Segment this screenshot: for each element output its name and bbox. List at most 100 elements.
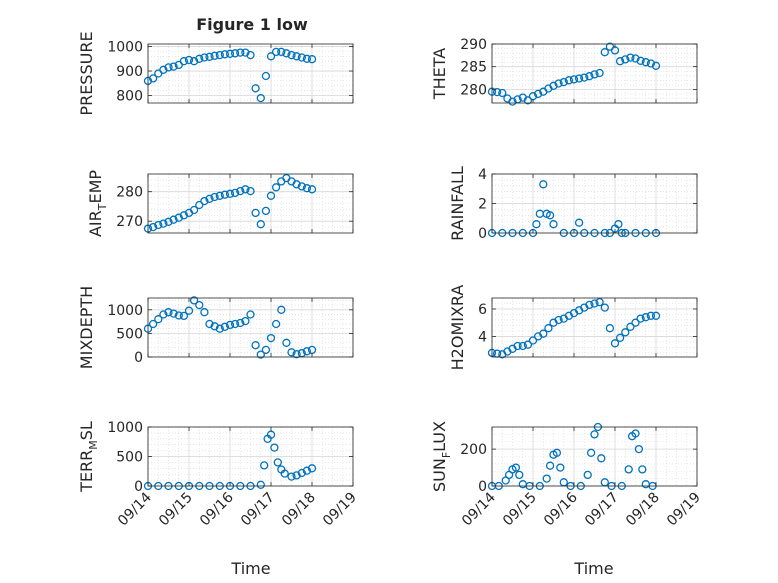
data-point [624,465,633,474]
y-axis-label: TERRMSL [77,421,100,493]
data-point [574,218,584,227]
data-point [174,213,183,222]
data-point [271,319,281,329]
data-point [590,430,599,439]
data-point [498,88,507,98]
x-axis-label-right: Time [573,559,613,578]
data-point [261,345,271,355]
data-point [225,320,235,330]
y-axis-label: SUNFLUX [430,421,453,492]
data-point [256,350,265,359]
data-point [225,189,235,198]
data-point [266,333,276,343]
data-point [605,324,615,333]
data-point [205,52,214,61]
y-tick-label: 0 [478,479,487,495]
data-point [569,75,579,84]
data-point [205,194,214,203]
data-point [220,322,230,331]
data-point [595,297,604,307]
data-point [610,339,620,348]
data-point [261,206,271,216]
minor-grid [148,298,353,358]
x-tick-label: 09/17 [238,490,278,530]
data-point [241,316,250,326]
data-point [282,49,291,58]
data-point [277,305,286,314]
data-point [511,463,521,472]
data-point [230,319,240,329]
data-point [189,205,199,215]
y-axis-label: MIXDEPTH [77,286,96,369]
axes-box [147,173,354,234]
axes-box [491,43,698,104]
rainfall-plot: 0 2 4 RAINFALL [448,166,698,242]
minor-grid [148,173,353,234]
data-point [261,71,271,81]
y-tick-label: 0 [134,350,143,366]
y-tick-label: 500 [116,450,143,466]
data-point [544,324,553,333]
data-point [251,341,260,350]
data-point [595,68,604,78]
data-point [523,96,533,105]
data-point [586,448,596,457]
data-point [210,322,219,331]
data-point [169,62,178,71]
y-tick-label: 6 [478,302,487,318]
data-point [159,65,168,74]
data-point [600,303,609,312]
data-point [195,54,204,63]
data-point [287,348,296,357]
data-point [523,340,533,349]
data-point [169,309,178,318]
data-point [302,184,312,193]
data-point [215,324,224,333]
data-point [270,443,279,452]
data-point [179,57,189,66]
y-tick-label: 1000 [107,303,143,319]
data-point [251,84,260,93]
data-point [230,188,240,198]
y-tick-label: 280 [116,185,143,201]
data-point [533,89,543,99]
data-point [236,186,245,196]
data-point [626,322,635,331]
data-point [641,313,650,322]
data-point [539,329,548,338]
data-point [148,222,158,232]
y-axis-label: PRESSURE [77,31,96,115]
data-point [260,461,269,470]
x-tick-label: 09/17 [582,490,622,530]
sun-flux-plot: 0 200 09/14 09/15 09/16 09/17 09/18 09/19 SUNFLU… [430,421,704,529]
data-point [292,180,301,189]
data-point [646,59,656,68]
axes-box [491,297,698,358]
data-point [518,341,527,351]
data-point [246,186,255,196]
data-point [651,61,661,70]
y-tick-label: 0 [478,226,487,242]
data-point [302,54,312,63]
x-tick-label: 09/15 [500,490,540,530]
x-axis-label-left: Time [230,559,270,578]
theta-plot: 280 285 290 THETA [430,37,698,106]
data-point [631,429,640,438]
data-point [273,458,282,467]
data-point [590,299,599,308]
data-point [159,310,168,319]
x-tick-label: 09/19 [320,490,360,530]
y-axis-label: H2OMIXRA [448,285,467,371]
data-point [564,76,574,85]
y-tick-label: 280 [460,82,487,98]
data-point [574,74,584,83]
data-point [307,185,317,194]
data-point [515,470,524,480]
data-point [302,466,312,475]
data-point [626,53,635,62]
data-point [554,315,563,325]
data-point [545,211,555,220]
data-point [651,311,661,320]
data-point [225,49,235,58]
